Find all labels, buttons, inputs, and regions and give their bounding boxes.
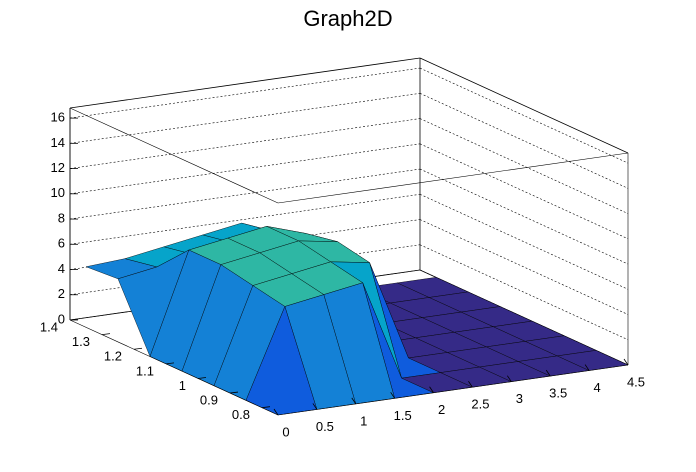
x-tick-label: 3.5 bbox=[549, 386, 567, 401]
y-tick bbox=[165, 362, 175, 365]
z-tick-label: 0 bbox=[58, 311, 65, 326]
x-tick bbox=[312, 403, 318, 410]
x-tick bbox=[623, 358, 629, 366]
y-tick-label: 1.4 bbox=[40, 319, 58, 334]
grid-line bbox=[69, 193, 421, 245]
x-tick bbox=[351, 397, 357, 405]
box-edge bbox=[277, 364, 629, 416]
y-tick bbox=[133, 347, 143, 350]
box-edge bbox=[69, 319, 279, 416]
y-tick bbox=[197, 377, 207, 379]
y-tick-label: 1.1 bbox=[136, 363, 154, 378]
box-edge bbox=[69, 107, 279, 204]
x-tick-label: 4 bbox=[593, 380, 600, 395]
x-tick bbox=[584, 364, 590, 371]
z-tick-label: 10 bbox=[51, 185, 65, 200]
y-tick bbox=[229, 391, 239, 394]
x-tick bbox=[429, 386, 434, 393]
grid-line bbox=[69, 118, 421, 169]
x-tick-label: 4.5 bbox=[627, 374, 645, 389]
x-tick-label: 0 bbox=[282, 424, 289, 439]
z-tick-label: 4 bbox=[58, 261, 65, 276]
y-tick bbox=[261, 406, 271, 409]
z-tick-label: 6 bbox=[58, 236, 65, 251]
z-tick-label: 8 bbox=[58, 210, 65, 225]
x-tick bbox=[507, 375, 512, 382]
x-tick bbox=[468, 381, 473, 388]
x-tick-label: 1.5 bbox=[394, 408, 412, 423]
x-tick-label: 0.5 bbox=[316, 419, 334, 434]
box-edge bbox=[69, 57, 421, 109]
x-tick-label: 2 bbox=[438, 402, 445, 417]
box-edge bbox=[277, 152, 629, 204]
y-tick bbox=[69, 318, 79, 321]
z-tick-label: 14 bbox=[51, 135, 65, 150]
y-tick-label: 1 bbox=[179, 378, 186, 393]
grid-line bbox=[69, 93, 421, 144]
chart-title: Graph2D bbox=[303, 6, 392, 31]
x-tick bbox=[545, 369, 551, 377]
y-tick-label: 1.3 bbox=[72, 334, 90, 349]
grid-line bbox=[69, 67, 421, 119]
grid-line bbox=[69, 168, 421, 220]
grid-line bbox=[69, 143, 421, 195]
x-tick bbox=[390, 392, 395, 399]
y-tick-label: 0.9 bbox=[200, 393, 218, 408]
z-tick-label: 16 bbox=[51, 110, 65, 125]
box-edge bbox=[419, 57, 629, 154]
x-tick-label: 3 bbox=[516, 391, 523, 406]
x-tick-label: 2.5 bbox=[471, 397, 489, 412]
y-tick-label: 0.8 bbox=[232, 407, 250, 422]
x-tick-label: 1 bbox=[360, 413, 367, 428]
z-tick-label: 2 bbox=[58, 286, 65, 301]
y-tick bbox=[101, 333, 111, 336]
y-tick-label: 1.2 bbox=[104, 349, 122, 364]
z-tick-label: 12 bbox=[51, 160, 65, 175]
x-tick bbox=[273, 408, 279, 416]
